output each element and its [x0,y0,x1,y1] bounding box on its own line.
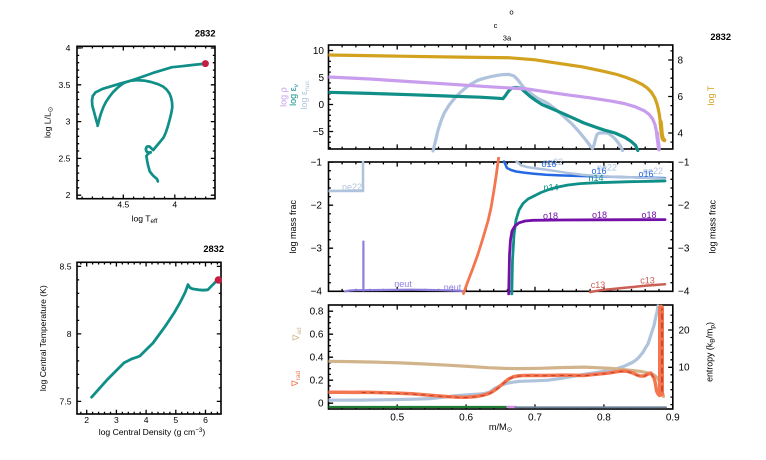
svg-text:3: 3 [114,415,119,425]
svg-text:0.8: 0.8 [597,412,611,423]
svg-text:−3: −3 [311,244,323,255]
svg-text:−3: −3 [678,244,690,255]
svg-text:0.2: 0.2 [310,376,324,387]
svg-text:log Central Density (g cm−3): log Central Density (g cm−3) [99,427,206,437]
svg-text:3.5: 3.5 [58,80,70,90]
svg-text:log εν: log εν [288,84,300,106]
svg-text:−1: −1 [678,157,690,168]
svg-text:8.5: 8.5 [60,261,72,271]
svg-text:8: 8 [67,329,72,339]
svg-text:4.5: 4.5 [117,200,129,210]
svg-text:2: 2 [84,415,89,425]
svg-text:3: 3 [66,117,71,127]
svg-text:2832: 2832 [195,29,216,39]
svg-text:0.6: 0.6 [310,330,324,341]
svg-text:c13: c13 [640,275,655,285]
svg-text:ne22: ne22 [342,182,362,192]
svg-text:log mass frac: log mass frac [288,199,298,253]
svg-text:o18: o18 [592,210,607,220]
svg-text:n14: n14 [588,173,603,183]
svg-text:neut: neut [394,279,412,289]
svg-text:6: 6 [203,415,208,425]
svg-text:ne22: ne22 [597,163,617,173]
svg-text:log mass frac: log mass frac [708,199,718,253]
svg-text:6: 6 [678,92,684,103]
svg-text:log εnuc: log εnuc [299,80,311,110]
svg-text:entropy (kB/mp): entropy (kB/mp) [705,322,717,382]
svg-text:10: 10 [313,46,325,57]
svg-text:∇ad: ∇ad [291,327,303,342]
svg-text:4: 4 [678,128,684,139]
svg-text:log L/L⊙: log L/L⊙ [43,107,55,138]
svg-text:2.5: 2.5 [58,153,70,163]
svg-text:4: 4 [66,43,71,53]
svg-text:neut: neut [444,283,462,293]
svg-text:log T: log T [706,85,716,105]
svg-text:log Central Temperature (K): log Central Temperature (K) [38,285,48,391]
svg-text:0.4: 0.4 [310,353,324,364]
svg-text:0: 0 [318,100,324,111]
svg-text:0.6: 0.6 [459,412,473,423]
svg-text:o16: o16 [541,159,556,169]
svg-text:c13: c13 [591,280,606,290]
svg-text:0.7: 0.7 [528,412,542,423]
svg-text:5: 5 [173,415,178,425]
svg-text:log ρ: log ρ [279,87,289,107]
svg-text:4: 4 [172,200,177,210]
svg-text:o16: o16 [591,166,606,176]
svg-text:c: c [494,21,498,30]
svg-text:2832: 2832 [710,32,731,42]
svg-text:7.5: 7.5 [60,396,72,406]
svg-text:0.8: 0.8 [310,307,324,318]
svg-text:8: 8 [678,55,684,66]
svg-text:20: 20 [679,325,691,336]
svg-text:∇rad: ∇rad [290,370,302,387]
svg-text:log Teff: log Teff [132,213,158,225]
svg-text:0.5: 0.5 [390,412,404,423]
svg-text:ne22: ne22 [643,166,663,176]
svg-text:o16: o16 [638,169,653,179]
svg-text:ne22: ne22 [543,157,563,167]
svg-text:−5: −5 [313,127,325,138]
svg-text:o18: o18 [641,210,656,220]
svg-text:−2: −2 [678,201,690,212]
svg-text:0: 0 [318,399,324,410]
svg-text:2: 2 [66,190,71,200]
svg-text:−4: −4 [678,287,690,298]
svg-text:o18: o18 [543,211,558,221]
svg-text:m/M⊙: m/M⊙ [489,422,513,434]
svg-text:−4: −4 [311,287,323,298]
svg-text:10: 10 [679,363,691,374]
svg-text:n14: n14 [543,183,558,193]
svg-text:o: o [509,8,513,17]
svg-text:2832: 2832 [203,244,224,254]
svg-text:−2: −2 [311,201,323,212]
svg-text:−1: −1 [311,157,323,168]
svg-text:3a: 3a [503,33,512,42]
svg-text:4: 4 [144,415,149,425]
svg-text:5: 5 [318,73,324,84]
svg-text:0.9: 0.9 [666,412,680,423]
